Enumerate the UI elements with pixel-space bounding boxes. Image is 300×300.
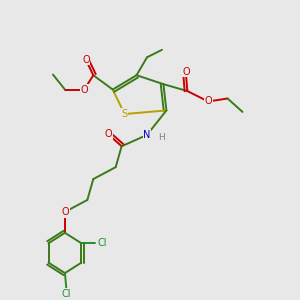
Text: S: S: [122, 109, 128, 119]
Text: N: N: [143, 130, 151, 140]
Text: O: O: [182, 67, 190, 76]
Text: H: H: [158, 133, 165, 142]
Text: Cl: Cl: [62, 289, 71, 299]
Text: O: O: [61, 207, 69, 217]
Text: Cl: Cl: [98, 238, 107, 248]
Text: O: O: [204, 97, 212, 106]
Text: O: O: [80, 85, 88, 94]
Text: O: O: [82, 55, 90, 65]
Text: O: O: [104, 129, 112, 139]
